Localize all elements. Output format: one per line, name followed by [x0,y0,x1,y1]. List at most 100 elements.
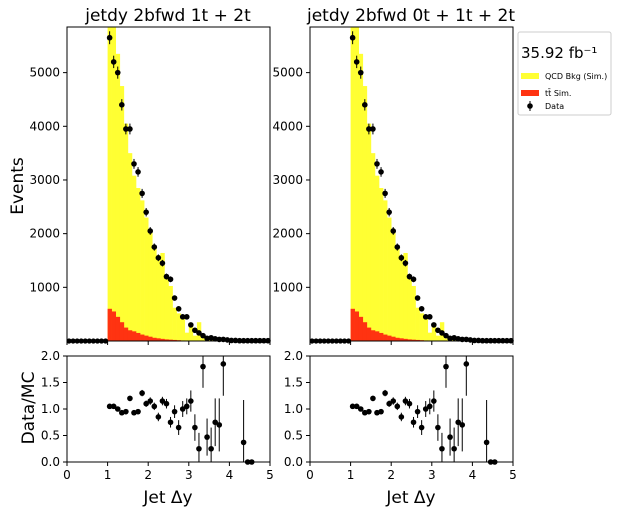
ttbar-bar [127,330,133,341]
ratio-point [463,361,470,367]
qcd-bar [148,232,153,341]
data-point [402,260,409,266]
ratio-point [183,403,190,410]
ttbar-bar [136,332,141,341]
ratio-point [127,395,133,402]
y-tick-label: 1.5 [284,376,303,390]
ratio-panel-right: 0.0 0.5 1.0 1.5 2.0 0 1 2 3 4 5 [284,349,517,482]
data-point [159,260,166,266]
axes-frame [309,26,514,342]
x-tick-label: 4 [469,468,477,482]
ratio-point [353,403,360,410]
ttbar-bar [383,334,388,341]
ttbar-bar [362,322,368,341]
qcd-bar [399,255,404,341]
qcd-bar [358,53,364,341]
ttbar-bar [131,331,137,341]
ratio-point [196,445,202,452]
data-point [143,209,149,215]
qcd-bar [387,217,392,341]
data-point [394,244,401,250]
data-point [196,330,202,336]
data-point [406,273,413,280]
qcd-bar [427,332,433,341]
qcd-bar [366,123,372,341]
ratio-point [349,403,356,410]
qcd-bar [192,335,198,341]
luminosity-label: 35.92 fb⁻¹ [521,44,597,62]
ratio-point [370,395,376,402]
ylabel-main: Events [8,157,28,215]
y-tick-label: 0.0 [284,455,303,469]
qcd-bar [395,246,400,341]
ttbar-bar [144,335,149,341]
ratio-point [114,406,121,412]
qcd-bar [374,175,380,341]
x-tick-label: 0 [306,468,314,482]
qcd-bar [136,188,141,341]
ratio-point [143,400,149,407]
qcd-bar [123,123,129,341]
ttbar-bar [350,308,355,341]
qcd-bar [164,277,169,341]
qcd-bar [407,277,412,341]
qcd-bar [172,307,177,341]
legend-swatch-qcd [521,73,539,79]
ratio-point [175,424,182,431]
ttbar-bar [391,336,396,341]
ratio-point [394,403,401,410]
ratio-point [443,363,449,370]
qcd-bar [435,335,441,341]
y-tick-label: 1000 [29,280,60,294]
y-tick-label: 1.5 [41,376,60,390]
data-point [139,190,145,197]
legend-swatch-ttbar [521,90,539,96]
xlabel-right: Jet Δy [385,488,435,508]
ratio-point [386,400,392,407]
qcd-bar [200,338,206,341]
data-point [179,314,186,320]
data-point [151,244,158,250]
ratio-point [447,434,453,440]
ratio-point [402,398,409,404]
data-point [171,295,178,301]
data-point [426,314,433,320]
ttbar-bar [411,339,416,341]
title-left: jetdy 2bfwd 1t + 2t [84,6,251,26]
data-point [418,305,425,312]
ttbar-bar [115,316,121,341]
ttbar-bar [164,339,169,341]
data-point [414,295,421,301]
ratio-point [167,419,174,426]
ratio-point [200,363,206,370]
y-tick-label: 0.5 [41,429,60,443]
data-point [366,126,372,132]
ratio-point [248,459,255,465]
ratio-point [244,459,251,465]
qcd-bar [119,86,125,342]
y-tick-label: 1.0 [41,402,60,416]
x-tick-label: 1 [347,468,355,482]
ratio-point [422,406,429,412]
y-tick-label: 2.0 [41,349,60,363]
y-tick-label: 5000 [272,66,303,80]
data-point [475,337,482,344]
data-point [114,69,121,76]
x-tick-label: 5 [509,468,517,482]
data-point [370,126,376,132]
legend-label-ttbar: tt̄ Sim. [545,88,571,98]
y-tick-label: 1.0 [284,402,303,416]
ttbar-bar [123,327,129,341]
data-point [439,330,445,336]
y-tick-label: 3000 [29,173,60,187]
data-point [443,332,449,339]
ttbar-bar [403,338,408,341]
qcd-bar [180,318,186,341]
qcd-bar [115,53,121,341]
ttbar-bar [379,332,384,341]
x-tick-label: 3 [428,468,436,482]
ratio-point [455,419,461,426]
ttbar-bar [107,308,112,341]
y-tick-label: 4000 [29,119,60,133]
